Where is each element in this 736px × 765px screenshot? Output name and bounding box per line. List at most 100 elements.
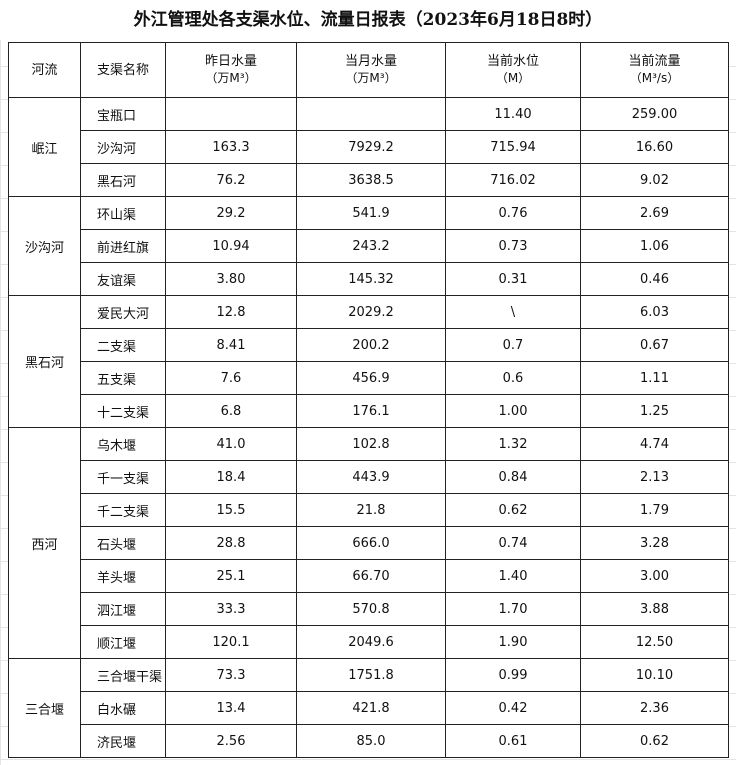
branch-name: 白水碾 xyxy=(80,691,166,725)
value-cell: 0.7 xyxy=(445,328,581,362)
data-row: 二支渠 8.41 200.2 0.7 0.67 xyxy=(9,328,729,362)
branch-name: 千一支渠 xyxy=(80,460,166,494)
value-cell: 2049.6 xyxy=(296,625,446,659)
value-cell: 570.8 xyxy=(296,592,446,626)
value-cell: 1.06 xyxy=(580,229,729,263)
branch-name: 泗江堰 xyxy=(80,592,166,626)
branch-name: 黑石河 xyxy=(80,163,166,197)
value-cell: 29.2 xyxy=(165,196,297,230)
branch-name: 前进红旗 xyxy=(80,229,166,263)
value-cell: 145.32 xyxy=(296,262,446,296)
report-table: 河流 支渠名称 昨日水量 （万M³） 当月水量 （万M³） 当前水位 （M） 当前流量 （M³/s… xyxy=(8,42,729,758)
value-cell: 1.70 xyxy=(445,592,581,626)
river-cell: 黑石河 xyxy=(8,295,81,428)
value-cell: 7929.2 xyxy=(296,130,446,164)
data-row: 前进红旗 10.94 243.2 0.73 1.06 xyxy=(9,229,729,263)
column-header: 当前水位 （M） xyxy=(445,42,581,98)
value-cell: 0.76 xyxy=(445,196,581,230)
value-cell: 1751.8 xyxy=(296,658,446,692)
value-cell: 12.8 xyxy=(165,295,297,329)
value-cell: 0.62 xyxy=(580,724,729,758)
value-cell: 0.42 xyxy=(445,691,581,725)
branch-name: 济民堰 xyxy=(80,724,166,758)
column-header: 当月水量 （万M³） xyxy=(296,42,446,98)
value-cell: 0.6 xyxy=(445,361,581,395)
header-unit: （M） xyxy=(495,71,531,85)
branch-name: 五支渠 xyxy=(80,361,166,395)
value-cell: 456.9 xyxy=(296,361,446,395)
value-cell: 13.4 xyxy=(165,691,297,725)
data-row: 白水碾 13.4 421.8 0.42 2.36 xyxy=(9,691,729,725)
value-cell: 2.36 xyxy=(580,691,729,725)
value-cell xyxy=(165,97,297,131)
header-label: 当前水位 xyxy=(486,54,539,69)
value-cell: 1.00 xyxy=(445,394,581,428)
branch-name: 沙沟河 xyxy=(80,130,166,164)
header-row: 河流 支渠名称 昨日水量 （万M³） 当月水量 （万M³） 当前水位 （M） 当前流量 （M³/s… xyxy=(8,42,729,98)
value-cell: 18.4 xyxy=(165,460,297,494)
value-cell: 12.50 xyxy=(580,625,729,659)
value-cell: 73.3 xyxy=(165,658,297,692)
header-label: 当月水量 xyxy=(344,54,397,69)
value-cell: 3.00 xyxy=(580,559,729,593)
value-cell: 243.2 xyxy=(296,229,446,263)
value-cell: 102.8 xyxy=(296,427,446,461)
header-unit: （万M³） xyxy=(345,71,397,85)
data-row: 千二支渠 15.5 21.8 0.62 1.79 xyxy=(9,493,729,527)
header-label: 昨日水量 xyxy=(204,54,257,69)
data-row: 黑石河 76.2 3638.5 716.02 9.02 xyxy=(9,163,729,197)
value-cell: 1.40 xyxy=(445,559,581,593)
column-header: 昨日水量 （万M³） xyxy=(165,42,297,98)
value-cell: 11.40 xyxy=(445,97,581,131)
value-cell: 1.25 xyxy=(580,394,729,428)
value-cell: 1.90 xyxy=(445,625,581,659)
branch-name: 十二支渠 xyxy=(80,394,166,428)
value-cell: 66.70 xyxy=(296,559,446,593)
value-cell: 85.0 xyxy=(296,724,446,758)
value-cell: 0.99 xyxy=(445,658,581,692)
data-row: 岷江 宝瓶口 11.40 259.00 xyxy=(8,97,729,197)
branch-name: 爱民大河 xyxy=(80,295,166,329)
table-body: 岷江 宝瓶口 11.40 259.00 沙沟河 163.3 7929.2 715.94 16.6… xyxy=(8,97,729,758)
value-cell: 176.1 xyxy=(296,394,446,428)
header-label: 支渠名称 xyxy=(96,62,149,78)
value-cell: 541.9 xyxy=(296,196,446,230)
data-row: 济民堰 2.56 85.0 0.61 0.62 xyxy=(9,724,729,758)
column-header: 支渠名称 xyxy=(80,42,166,98)
value-cell: 10.94 xyxy=(165,229,297,263)
branch-name: 羊头堰 xyxy=(80,559,166,593)
value-cell: 259.00 xyxy=(580,97,729,131)
value-cell: 716.02 xyxy=(445,163,581,197)
data-row: 泗江堰 33.3 570.8 1.70 3.88 xyxy=(9,592,729,626)
value-cell: 2029.2 xyxy=(296,295,446,329)
value-cell: 6.8 xyxy=(165,394,297,428)
value-cell: 0.62 xyxy=(445,493,581,527)
branch-name: 三合堰干渠 xyxy=(80,658,166,692)
value-cell: 421.8 xyxy=(296,691,446,725)
data-row: 十二支渠 6.8 176.1 1.00 1.25 xyxy=(9,394,729,428)
branch-name: 环山渠 xyxy=(80,196,166,230)
value-cell: 1.11 xyxy=(580,361,729,395)
value-cell: 0.67 xyxy=(580,328,729,362)
branch-name: 宝瓶口 xyxy=(80,97,166,131)
value-cell: 0.61 xyxy=(445,724,581,758)
value-cell: 0.84 xyxy=(445,460,581,494)
value-cell: 0.74 xyxy=(445,526,581,560)
branch-name: 乌木堰 xyxy=(80,427,166,461)
branch-name: 二支渠 xyxy=(80,328,166,362)
column-header: 河流 xyxy=(8,42,81,98)
value-cell: 9.02 xyxy=(580,163,729,197)
header-unit: （M³/s） xyxy=(629,71,680,85)
value-cell: 3.28 xyxy=(580,526,729,560)
branch-name: 石头堰 xyxy=(80,526,166,560)
value-cell: 4.74 xyxy=(580,427,729,461)
data-row: 沙沟河 环山渠 29.2 541.9 0.76 2.69 xyxy=(8,196,729,296)
value-cell: 25.1 xyxy=(165,559,297,593)
data-row: 友谊渠 3.80 145.32 0.31 0.46 xyxy=(9,262,729,296)
data-row: 三合堰 三合堰干渠 73.3 1751.8 0.99 10.10 xyxy=(8,658,729,758)
value-cell: 10.10 xyxy=(580,658,729,692)
value-cell: 2.56 xyxy=(165,724,297,758)
data-row: 羊头堰 25.1 66.70 1.40 3.00 xyxy=(9,559,729,593)
value-cell: 666.0 xyxy=(296,526,446,560)
